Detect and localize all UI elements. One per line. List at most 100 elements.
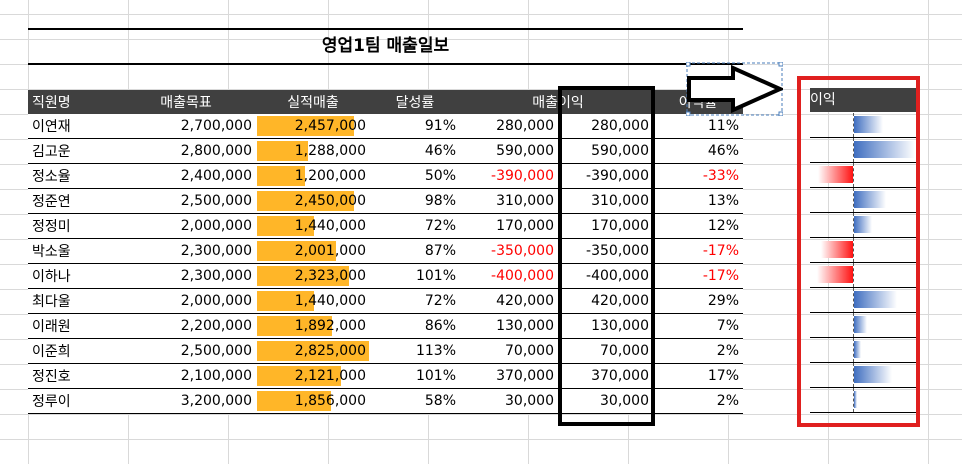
- resize-handle[interactable]: [778, 62, 783, 67]
- col-header-name[interactable]: 직원명: [28, 90, 116, 114]
- cell-rate[interactable]: 50%: [370, 163, 460, 189]
- col-header-rate[interactable]: 달성률: [370, 90, 460, 114]
- cell-sales[interactable]: 2,457,000: [256, 114, 370, 139]
- cell-name[interactable]: 정루이: [28, 388, 116, 414]
- cell-name[interactable]: 이하나: [28, 263, 116, 289]
- cell-name[interactable]: 이연재: [28, 114, 116, 139]
- arrow-shape[interactable]: [686, 62, 783, 116]
- col-header-target[interactable]: 매출목표: [116, 90, 256, 114]
- cell-sales[interactable]: 1,892,000: [256, 313, 370, 339]
- cell-target[interactable]: 2,000,000: [116, 213, 256, 239]
- cell-sales[interactable]: 2,323,000: [256, 263, 370, 289]
- cell-sales[interactable]: 2,825,000: [256, 338, 370, 364]
- profit-data-bars[interactable]: [810, 113, 916, 413]
- cell-sales[interactable]: 1,440,000: [256, 288, 370, 314]
- profit-chart-header[interactable]: 이익: [810, 88, 916, 112]
- cell-rate[interactable]: 72%: [370, 213, 460, 239]
- cell-target[interactable]: 2,300,000: [116, 238, 256, 264]
- cell-margin[interactable]: 11%: [653, 114, 743, 139]
- cell-profit-copy[interactable]: 30,000: [558, 388, 653, 414]
- cell-margin[interactable]: 46%: [653, 138, 743, 164]
- cell-margin[interactable]: 2%: [653, 388, 743, 414]
- cell-target[interactable]: 3,200,000: [116, 388, 256, 414]
- cell-profit[interactable]: 130,000: [460, 313, 558, 339]
- cell-rate[interactable]: 87%: [370, 238, 460, 264]
- cell-margin[interactable]: 17%: [653, 363, 743, 389]
- chart-row[interactable]: [810, 163, 916, 188]
- cell-profit-copy[interactable]: 590,000: [558, 138, 653, 164]
- cell-margin[interactable]: 13%: [653, 188, 743, 214]
- cell-sales[interactable]: 1,288,000: [256, 138, 370, 164]
- chart-row[interactable]: [810, 113, 916, 138]
- cell-name[interactable]: 정정미: [28, 213, 116, 239]
- cell-profit-copy[interactable]: 170,000: [558, 213, 653, 239]
- resize-handle[interactable]: [778, 111, 783, 116]
- cell-name[interactable]: 박소울: [28, 238, 116, 264]
- chart-row[interactable]: [810, 388, 916, 413]
- cell-profit[interactable]: 170,000: [460, 213, 558, 239]
- chart-row[interactable]: [810, 363, 916, 388]
- cell-profit-copy[interactable]: -390,000: [558, 163, 653, 189]
- cell-name[interactable]: 정소율: [28, 163, 116, 189]
- cell-profit-copy[interactable]: 70,000: [558, 338, 653, 364]
- cell-profit[interactable]: 280,000: [460, 114, 558, 139]
- cell-margin[interactable]: -17%: [653, 238, 743, 264]
- cell-name[interactable]: 정준연: [28, 188, 116, 214]
- cell-margin[interactable]: -17%: [653, 263, 743, 289]
- cell-rate[interactable]: 72%: [370, 288, 460, 314]
- cell-target[interactable]: 2,700,000: [116, 114, 256, 139]
- chart-row[interactable]: [810, 213, 916, 238]
- cell-profit[interactable]: 370,000: [460, 363, 558, 389]
- chart-row[interactable]: [810, 238, 916, 263]
- col-header-sales[interactable]: 실적매출: [256, 90, 370, 114]
- cell-profit-copy[interactable]: 130,000: [558, 313, 653, 339]
- cell-target[interactable]: 2,800,000: [116, 138, 256, 164]
- cell-target[interactable]: 2,000,000: [116, 288, 256, 314]
- cell-target[interactable]: 2,200,000: [116, 313, 256, 339]
- chart-row[interactable]: [810, 188, 916, 213]
- cell-margin[interactable]: 2%: [653, 338, 743, 364]
- col-header-profit-left[interactable]: 매출: [460, 90, 558, 114]
- cell-profit-copy[interactable]: 280,000: [558, 114, 653, 139]
- cell-sales[interactable]: 1,856,000: [256, 388, 370, 414]
- cell-profit[interactable]: 310,000: [460, 188, 558, 214]
- cell-profit-copy[interactable]: -400,000: [558, 263, 653, 289]
- cell-name[interactable]: 이준희: [28, 338, 116, 364]
- chart-row[interactable]: [810, 288, 916, 313]
- report-title[interactable]: 영업1팀 매출일보: [321, 36, 450, 56]
- cell-margin[interactable]: 29%: [653, 288, 743, 314]
- cell-rate[interactable]: 58%: [370, 388, 460, 414]
- cell-rate[interactable]: 86%: [370, 313, 460, 339]
- cell-sales[interactable]: 2,450,000: [256, 188, 370, 214]
- cell-profit-copy[interactable]: 420,000: [558, 288, 653, 314]
- cell-sales[interactable]: 2,001,000: [256, 238, 370, 264]
- cell-profit[interactable]: -350,000: [460, 238, 558, 264]
- chart-row[interactable]: [810, 313, 916, 338]
- cell-rate[interactable]: 98%: [370, 188, 460, 214]
- cell-target[interactable]: 2,500,000: [116, 188, 256, 214]
- cell-margin[interactable]: 12%: [653, 213, 743, 239]
- highlight-box-profit[interactable]: [558, 86, 655, 426]
- cell-profit-copy[interactable]: -350,000: [558, 238, 653, 264]
- cell-name[interactable]: 이래원: [28, 313, 116, 339]
- cell-profit[interactable]: 70,000: [460, 338, 558, 364]
- chart-row[interactable]: [810, 138, 916, 163]
- cell-name[interactable]: 최다울: [28, 288, 116, 314]
- cell-sales[interactable]: 1,440,000: [256, 213, 370, 239]
- resize-handle[interactable]: [686, 111, 691, 116]
- cell-target[interactable]: 2,100,000: [116, 363, 256, 389]
- cell-profit-copy[interactable]: 370,000: [558, 363, 653, 389]
- chart-row[interactable]: [810, 263, 916, 288]
- chart-row[interactable]: [810, 338, 916, 363]
- cell-name[interactable]: 김고운: [28, 138, 116, 164]
- cell-target[interactable]: 2,500,000: [116, 338, 256, 364]
- cell-rate[interactable]: 46%: [370, 138, 460, 164]
- cell-margin[interactable]: 7%: [653, 313, 743, 339]
- cell-profit[interactable]: 420,000: [460, 288, 558, 314]
- cell-profit[interactable]: -390,000: [460, 163, 558, 189]
- resize-handle[interactable]: [686, 62, 691, 67]
- cell-profit[interactable]: 30,000: [460, 388, 558, 414]
- highlight-box-chart[interactable]: [797, 76, 920, 427]
- cell-target[interactable]: 2,400,000: [116, 163, 256, 189]
- cell-sales[interactable]: 1,200,000: [256, 163, 370, 189]
